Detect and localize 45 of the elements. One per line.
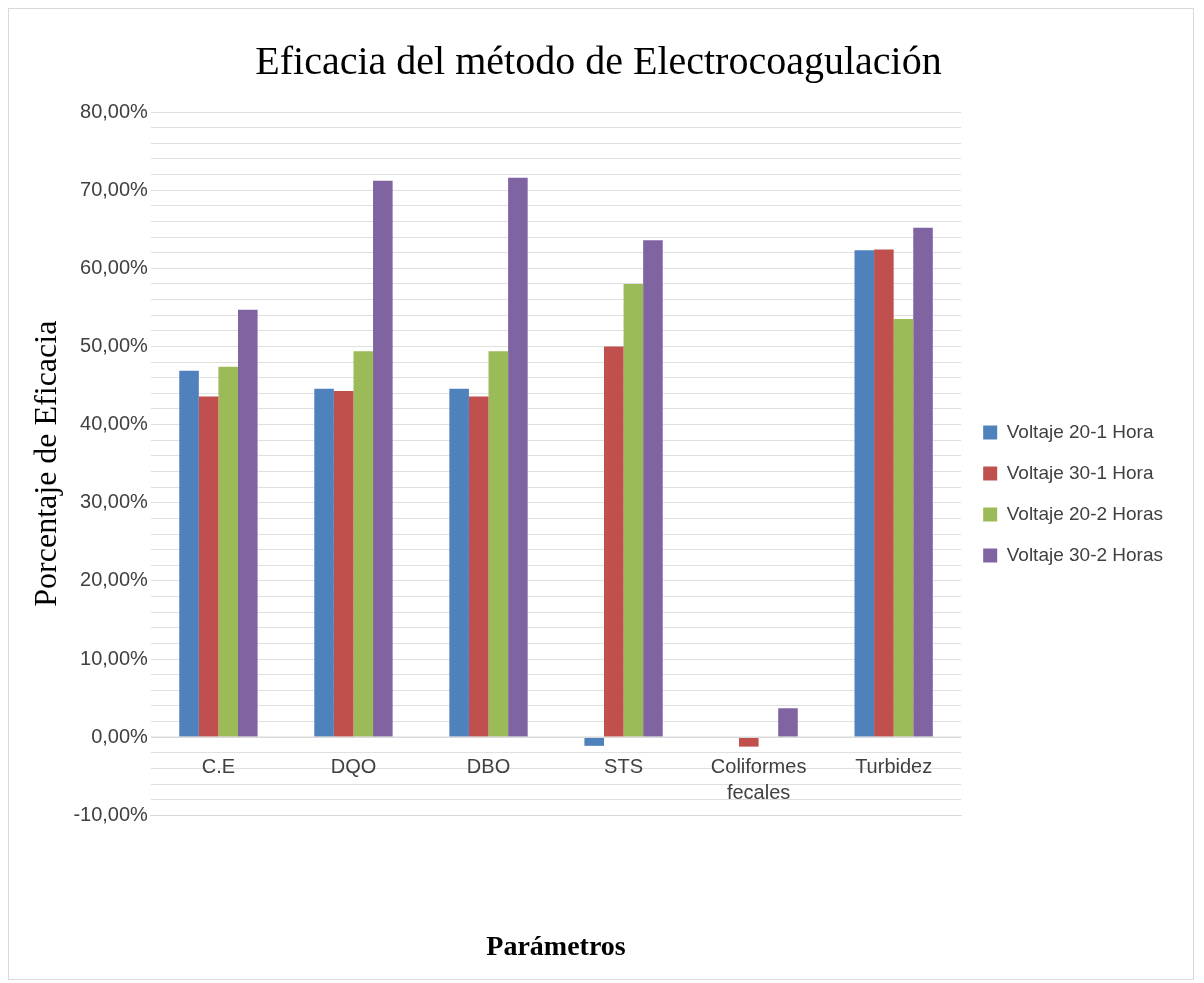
x-axis-title: Parámetros <box>486 930 626 962</box>
bar <box>778 708 798 737</box>
bar <box>508 177 528 737</box>
x-tick-label: C.E <box>201 754 236 777</box>
y-tick-label: 70,00% <box>80 177 149 200</box>
bar <box>353 351 374 737</box>
y-tick-label: 60,00% <box>80 255 149 278</box>
x-tick-label: Turbidez <box>855 754 933 777</box>
bar <box>373 180 393 737</box>
bar <box>603 346 624 737</box>
bar <box>488 351 509 737</box>
y-tick-label: 80,00% <box>80 99 149 122</box>
legend-label: Voltaje 20-1 Hora <box>1006 420 1154 442</box>
bar <box>874 249 894 737</box>
bar <box>333 391 354 737</box>
y-tick-label: 50,00% <box>80 333 149 356</box>
legend-label: Voltaje 20-2 Horas <box>1006 502 1164 524</box>
y-tick-label: 10,00% <box>80 646 149 669</box>
bar <box>218 366 238 737</box>
bar <box>854 250 875 737</box>
bar <box>893 319 914 737</box>
x-tick-label: STS <box>604 754 644 777</box>
bar <box>739 737 759 747</box>
legend-label: Voltaje 30-1 Hora <box>1006 461 1154 483</box>
bar <box>623 283 644 737</box>
x-tick-label: DQO <box>330 754 377 777</box>
bar <box>643 240 663 737</box>
bar <box>238 309 258 737</box>
x-tick-label: DBO <box>466 754 511 777</box>
y-axis-title: Porcentaje de Eficacia <box>26 320 63 607</box>
y-tick-label: 30,00% <box>80 490 149 513</box>
bar <box>198 396 219 737</box>
bar <box>584 737 604 746</box>
bar <box>314 388 334 737</box>
y-tick-label: 0,00% <box>91 724 149 747</box>
chart-title: Eficacia del método de Electrocoagulación <box>255 37 942 83</box>
bar <box>449 388 469 737</box>
legend-label: Voltaje 30-2 Horas <box>1006 543 1164 565</box>
bar <box>179 370 199 737</box>
bar <box>468 396 489 737</box>
y-tick-label: 20,00% <box>80 568 149 591</box>
y-tick-label: -10,00% <box>73 802 149 825</box>
y-tick-label: 40,00% <box>80 412 149 435</box>
bar <box>913 227 933 737</box>
x-tick-label: Coliformes fecales <box>710 754 807 803</box>
